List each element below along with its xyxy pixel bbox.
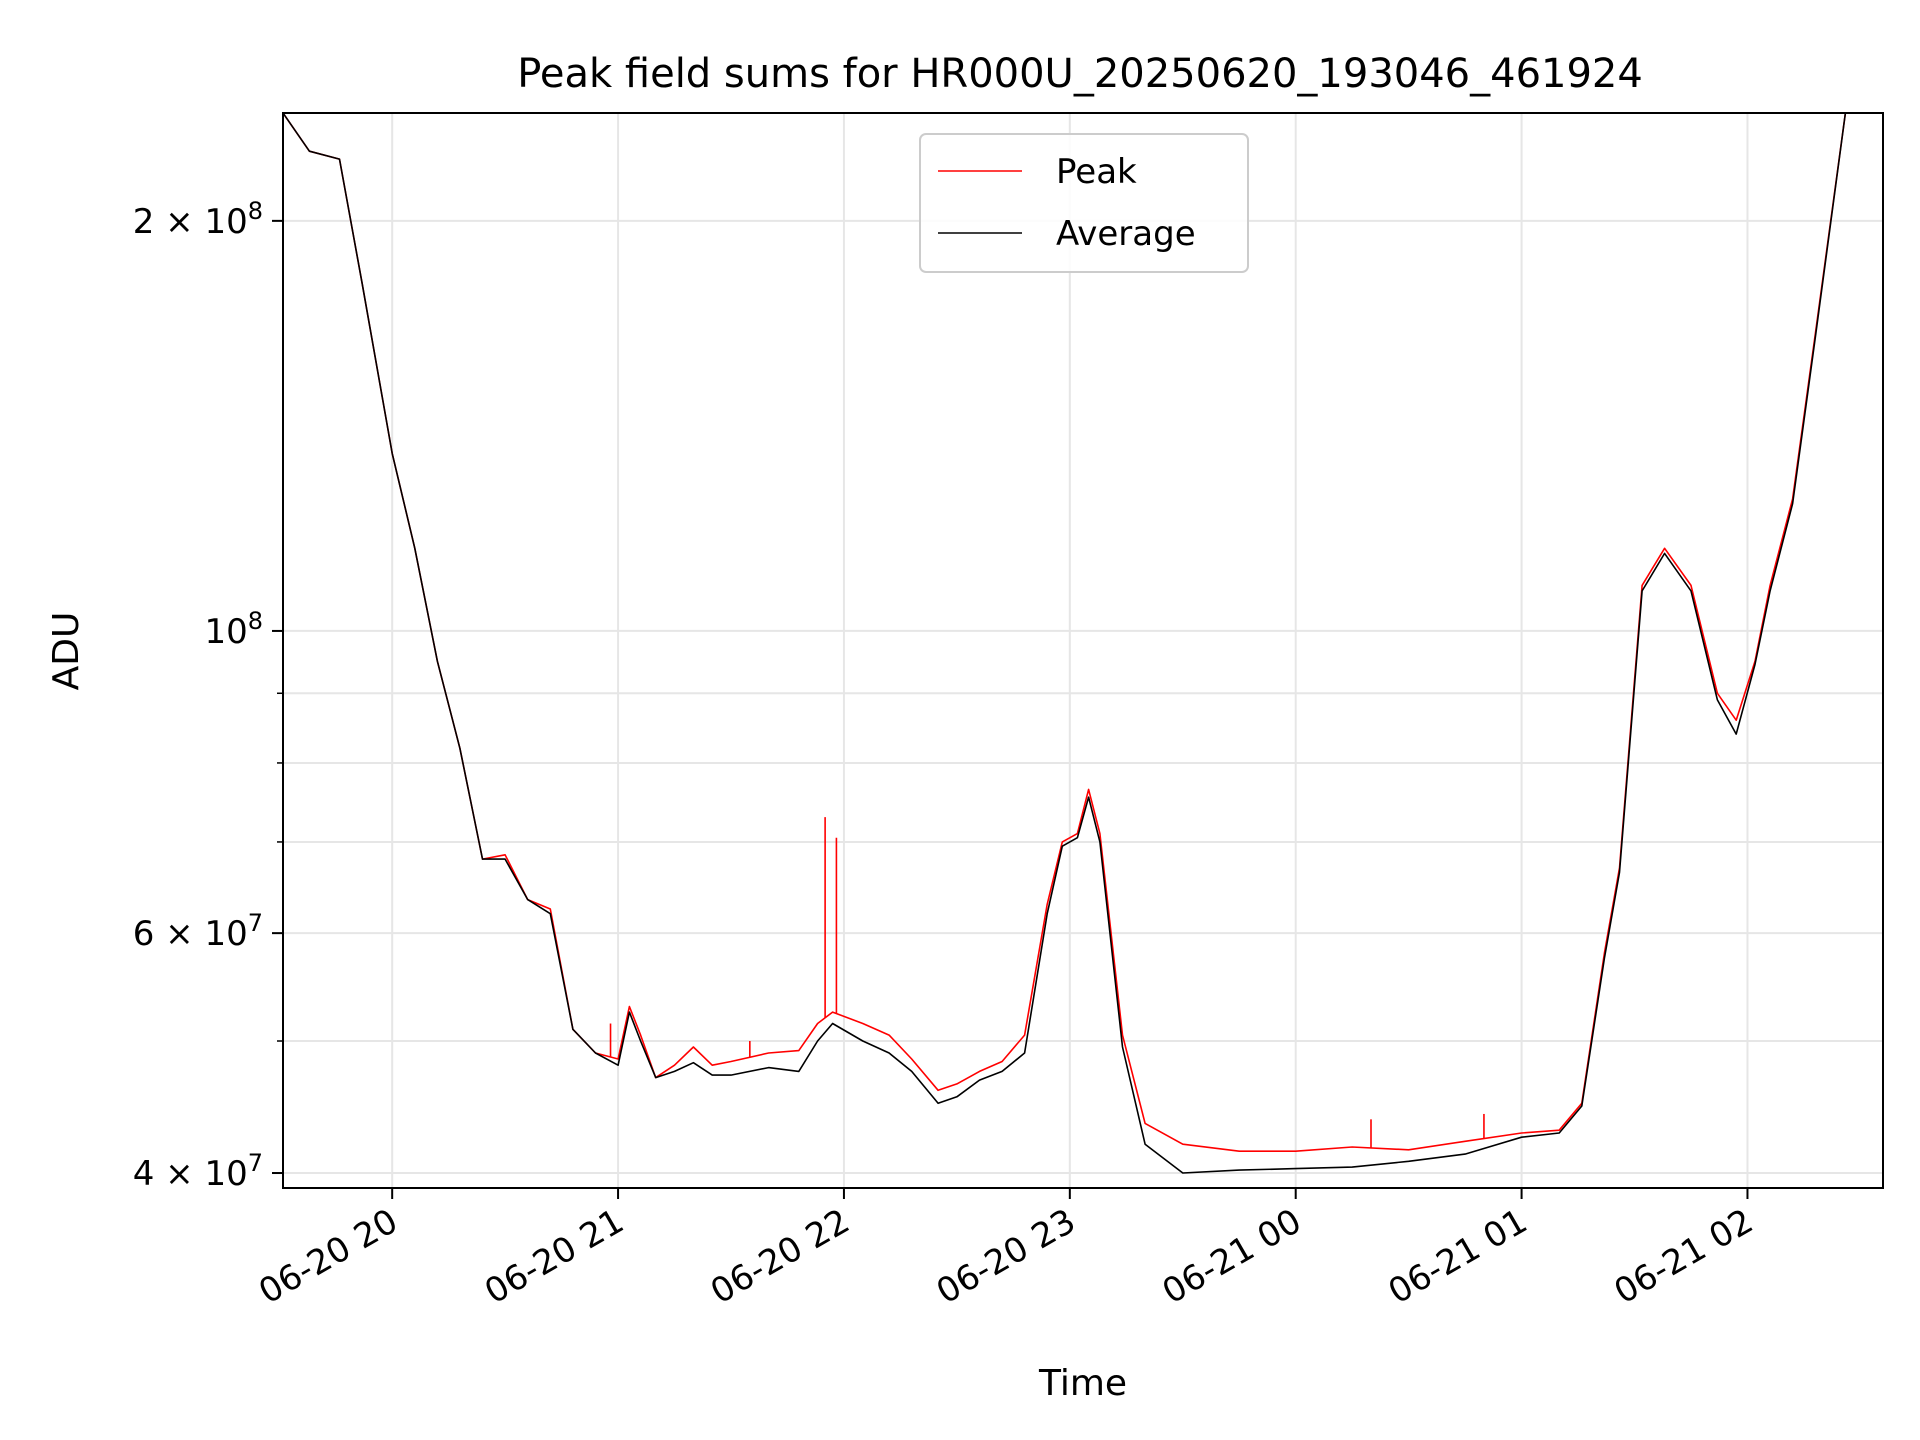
grid xyxy=(283,113,1883,1188)
x-tick-label: 06-20 21 xyxy=(478,1201,630,1312)
x-axis: 06-20 20 06-20 21 06-20 22 06-20 23 06-21 00… xyxy=(252,1188,1760,1312)
x-tick-label: 06-21 01 xyxy=(1382,1201,1534,1312)
y-axis-label: ADU xyxy=(46,612,87,691)
y-tick-label: 108 xyxy=(204,607,263,652)
y-tick-label: 4 × 107 xyxy=(133,1149,263,1194)
x-tick-label: 06-20 22 xyxy=(704,1201,856,1312)
legend: Peak Average xyxy=(919,133,1249,273)
chart-title: Peak field sums for HR000U_20250620_1930… xyxy=(517,51,1643,97)
x-tick-label: 06-21 02 xyxy=(1608,1201,1760,1312)
x-tick-label: 06-21 00 xyxy=(1156,1201,1308,1312)
plot-frame xyxy=(282,112,1884,1189)
y-axis: 4 × 107 6 × 107 108 2 × 108 xyxy=(133,197,283,1194)
x-tick-label: 06-20 20 xyxy=(252,1201,404,1312)
legend-label-peak: Peak xyxy=(1056,152,1137,192)
legend-box xyxy=(919,133,1249,273)
y-tick-label: 2 × 108 xyxy=(133,197,263,242)
x-axis-label: Time xyxy=(1038,1363,1127,1404)
plot-lines xyxy=(283,113,1847,1174)
series-line-average xyxy=(283,113,1847,1174)
x-tick-label: 06-20 23 xyxy=(930,1201,1082,1312)
legend-label-average: Average xyxy=(1056,214,1196,254)
y-tick-label: 6 × 107 xyxy=(133,909,263,954)
